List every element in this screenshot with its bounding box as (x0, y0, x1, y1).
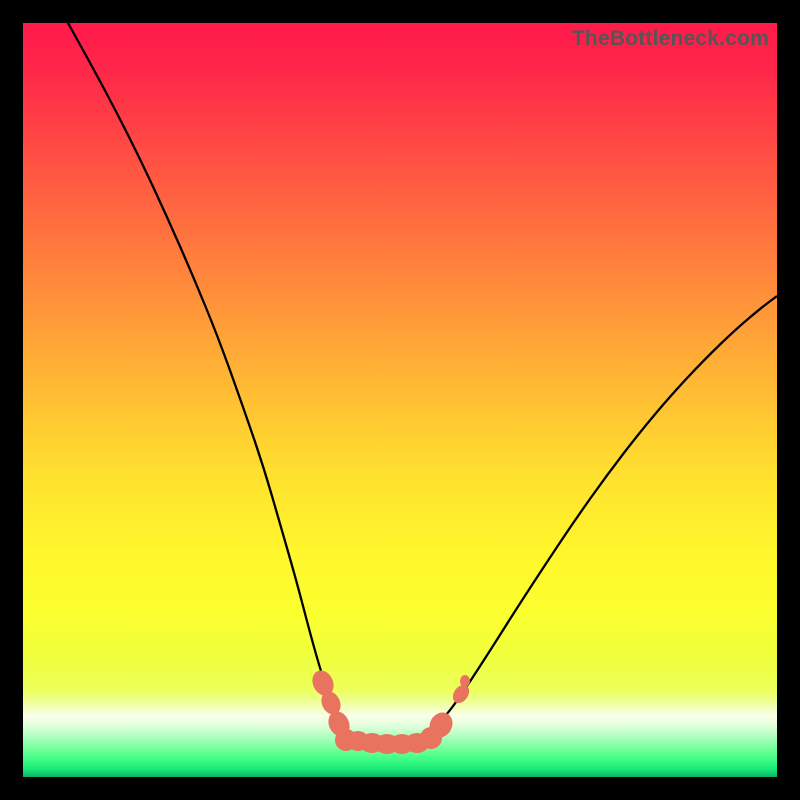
curve-layer (23, 23, 777, 777)
watermark-text: TheBottleneck.com (572, 27, 769, 51)
marker-blobs (308, 667, 472, 754)
chart-frame: TheBottleneck.com (0, 0, 800, 800)
left-curve (68, 23, 339, 723)
right-curve (439, 296, 777, 723)
plot-area: TheBottleneck.com (23, 23, 777, 777)
blob-marker (460, 675, 470, 687)
blob-marker (450, 682, 473, 706)
